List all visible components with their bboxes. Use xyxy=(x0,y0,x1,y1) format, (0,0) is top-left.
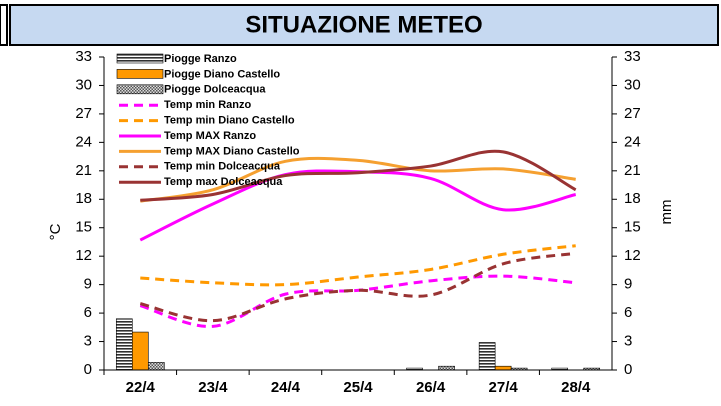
legend-label: Temp MAX Diano Castello xyxy=(164,145,300,157)
y2-tick-label: 15 xyxy=(624,219,641,236)
x-tick-label: 24/4 xyxy=(271,379,301,396)
y-tick-label: 27 xyxy=(75,105,92,122)
legend-swatch xyxy=(116,53,164,64)
y-tick-label: 0 xyxy=(84,361,92,378)
chart-title: SITUAZIONE METEO xyxy=(245,11,482,38)
y-tick-label: 30 xyxy=(75,76,92,93)
y2-tick-label: 0 xyxy=(624,361,632,378)
legend-label: Piogge Diano Castello xyxy=(164,68,280,80)
x-tick-label: 23/4 xyxy=(198,379,228,396)
legend-label: Temp min Ranzo xyxy=(164,99,251,111)
y2-tick-label: 6 xyxy=(624,304,632,321)
x-tick-label: 25/4 xyxy=(343,379,373,396)
bar xyxy=(478,342,496,371)
y-tick-label: 24 xyxy=(75,133,92,150)
y-tick-label: 3 xyxy=(84,333,92,350)
bar xyxy=(494,365,512,371)
legend-label: Piogge Ranzo xyxy=(164,53,237,65)
legend-label: Temp MAX Ranzo xyxy=(164,130,256,142)
legend-label: Temp min Diano Castello xyxy=(164,115,295,127)
title-box xyxy=(9,4,719,46)
y-tick-label: 9 xyxy=(84,276,92,293)
y-tick-label: 6 xyxy=(84,304,92,321)
y2-tick-label: 21 xyxy=(624,162,641,179)
line xyxy=(139,274,576,328)
y2-tick-label: 30 xyxy=(624,76,641,93)
y-tick-label: 18 xyxy=(75,190,92,207)
y2-tick-label: 27 xyxy=(624,105,641,122)
bar xyxy=(115,318,133,371)
edge-box xyxy=(0,4,8,46)
y2-tick-label: 33 xyxy=(624,48,641,65)
line xyxy=(140,156,576,203)
y2-tick-label: 3 xyxy=(624,333,632,350)
y-tick-label: 12 xyxy=(75,247,92,264)
legend-label: Piogge Dolceacqua xyxy=(164,84,266,96)
bar xyxy=(147,362,165,371)
x-tick-label: 28/4 xyxy=(561,379,591,396)
bar xyxy=(131,331,149,371)
y-axis-label: °C xyxy=(47,223,64,240)
legend-swatch xyxy=(116,69,164,79)
y2-axis-label: mm xyxy=(658,200,675,225)
y-tick-label: 33 xyxy=(75,48,92,65)
y2-tick-label: 18 xyxy=(624,190,641,207)
legend-label: Temp min Dolceacqua xyxy=(164,161,281,173)
x-tick-label: 27/4 xyxy=(489,379,519,396)
line xyxy=(140,244,576,287)
line xyxy=(140,149,577,202)
y2-tick-label: 12 xyxy=(624,247,641,264)
y-tick-label: 21 xyxy=(75,162,92,179)
y-tick-label: 15 xyxy=(75,219,92,236)
x-tick-label: 22/4 xyxy=(126,379,156,396)
x-tick-label: 26/4 xyxy=(416,379,446,396)
y2-tick-label: 24 xyxy=(624,133,641,150)
y2-tick-label: 9 xyxy=(624,276,632,293)
legend-label: Temp max Dolceacqua xyxy=(164,176,283,188)
line xyxy=(139,251,576,323)
bar xyxy=(438,365,455,371)
legend-swatch xyxy=(116,84,164,95)
